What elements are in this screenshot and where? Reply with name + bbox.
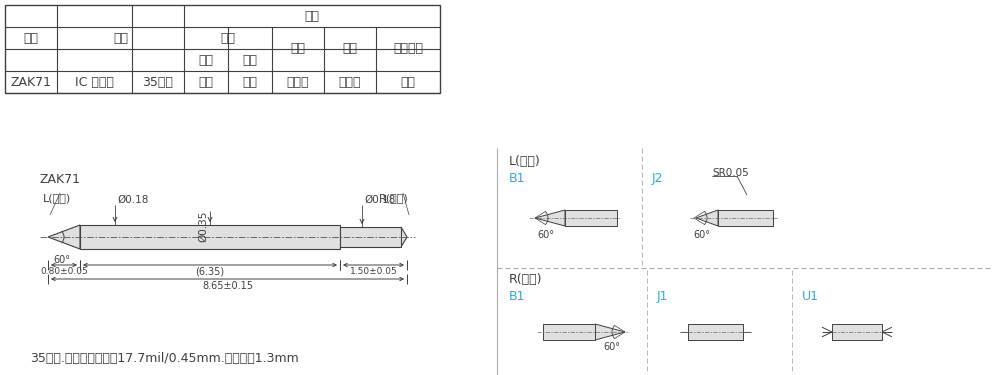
Bar: [718, 210, 773, 226]
Text: 60°: 60°: [537, 230, 554, 240]
Text: ZAK71: ZAK71: [40, 173, 81, 186]
Text: Ø0.35: Ø0.35: [198, 211, 208, 242]
Text: 35系列.最小安装中心距17.7mil/0.45mm.最大行程1.3mm: 35系列.最小安装中心距17.7mil/0.45mm.最大行程1.3mm: [30, 351, 299, 364]
Bar: [687, 324, 742, 340]
Text: J1: J1: [657, 290, 669, 303]
Bar: [340, 227, 401, 247]
Text: 铍铜: 铍铜: [242, 75, 258, 88]
Text: 弹簧: 弹簧: [342, 42, 357, 56]
Bar: [5, 5, 440, 93]
Bar: [832, 324, 882, 340]
Text: 表面处理: 表面处理: [393, 42, 423, 56]
Text: (6.35): (6.35): [195, 267, 224, 277]
Text: ZAK71: ZAK71: [11, 75, 52, 88]
Text: Ø0.18: Ø0.18: [364, 195, 396, 205]
Text: 60°: 60°: [693, 230, 710, 240]
Text: 1.50±0.05: 1.50±0.05: [349, 267, 398, 276]
Text: U1: U1: [802, 290, 819, 303]
Text: 磷青铜: 磷青铜: [287, 75, 310, 88]
Text: 0.80±0.05: 0.80±0.05: [40, 267, 88, 276]
Text: 镀金: 镀金: [401, 75, 416, 88]
Bar: [565, 210, 617, 226]
Text: B1: B1: [509, 290, 526, 303]
Text: 8.65±0.15: 8.65±0.15: [202, 281, 253, 291]
Text: 35系列: 35系列: [143, 75, 174, 88]
Polygon shape: [595, 324, 625, 340]
Text: 相当: 相当: [242, 54, 258, 66]
Text: 内管: 内管: [291, 42, 306, 56]
Text: 材质: 材质: [305, 9, 319, 22]
Text: Ø0.18: Ø0.18: [117, 195, 149, 205]
Polygon shape: [401, 227, 407, 247]
Bar: [80, 225, 340, 249]
Text: 60°: 60°: [53, 255, 70, 265]
Polygon shape: [696, 210, 718, 226]
Text: L(左端): L(左端): [509, 155, 541, 168]
Text: 琴锈钢: 琴锈钢: [338, 75, 361, 88]
Text: 类型: 类型: [113, 32, 128, 45]
Text: L(左端): L(左端): [43, 193, 71, 203]
Polygon shape: [535, 210, 565, 226]
Text: R(右端): R(右端): [509, 273, 543, 286]
Text: 针轴: 针轴: [220, 32, 235, 45]
Text: IC 测试用: IC 测试用: [75, 75, 114, 88]
Polygon shape: [48, 225, 80, 249]
Text: 代码: 代码: [24, 32, 39, 45]
Text: 国标: 国标: [198, 54, 213, 66]
Text: R(右端): R(右端): [379, 193, 409, 203]
Text: SR0.05: SR0.05: [712, 168, 749, 178]
Text: B1: B1: [509, 172, 526, 185]
Bar: [543, 324, 595, 340]
Text: J2: J2: [652, 172, 664, 185]
Text: 铍铜: 铍铜: [198, 75, 213, 88]
Text: 60°: 60°: [603, 342, 620, 352]
